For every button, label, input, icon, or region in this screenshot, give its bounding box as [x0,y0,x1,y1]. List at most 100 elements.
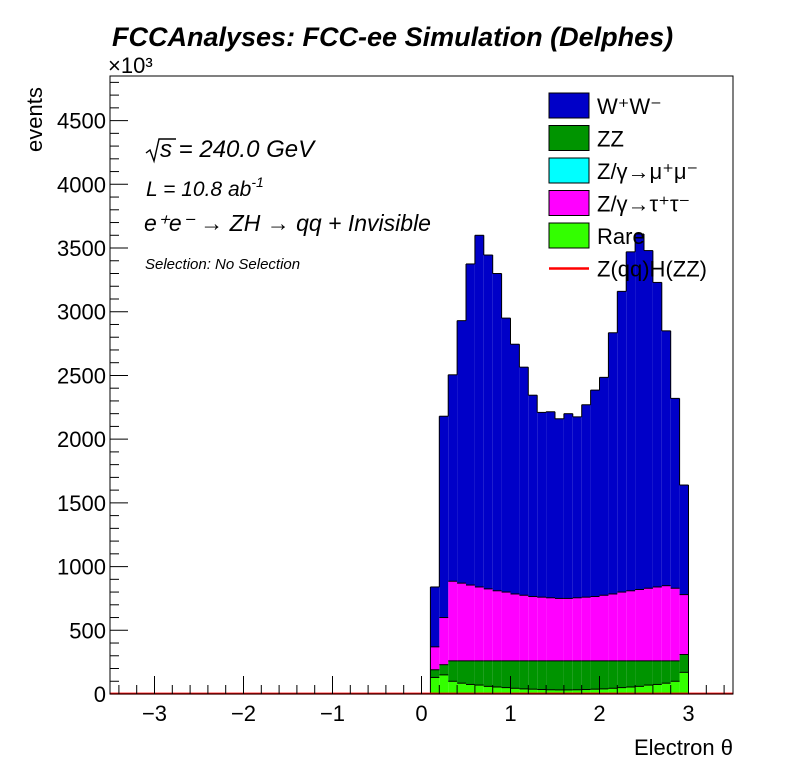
bar [439,617,449,665]
bar [635,660,644,687]
bar [644,685,653,694]
bar [528,660,538,690]
bar [510,688,520,694]
bar [617,687,627,694]
bar [555,598,564,661]
bar [492,273,502,591]
bar [670,398,680,589]
bar [466,660,475,685]
bar [670,588,680,661]
bar [608,688,618,694]
bar [528,596,538,661]
bar [474,586,484,661]
bar [572,660,582,690]
y-tick-label: 1500 [57,491,106,516]
bar [652,586,662,661]
bar [501,660,511,688]
legend-entry: Z/γ→τ⁺τ⁻ [548,190,690,217]
legend-swatch [548,222,590,249]
bar [563,660,573,690]
bar [457,683,466,694]
bar [537,597,547,661]
bar [457,320,466,584]
legend-entry: Rare [548,222,645,249]
bar [439,416,449,618]
series-rare [430,672,689,694]
bar [590,689,600,694]
process-annotation: e⁺e⁻ → ZH → qq + Invisible [144,210,431,236]
bar [652,282,662,587]
selection-annotation: Selection: No Selection [145,256,300,273]
y-tick-label: 0 [94,682,106,707]
legend: W⁺W⁻ ZZ Z/γ→μ⁺μ⁻ Z/γ→τ⁺τ⁻ Rare Z(qq)H(ZZ) [548,92,707,282]
bar [661,660,671,684]
lumi-annotation: L = 10.8 ab-1 [146,174,264,201]
bar-sides [429,234,689,694]
legend-entry: Z(qq)H(ZZ) [549,257,707,282]
bar [430,677,440,694]
series-z- [430,581,689,670]
bar [617,291,627,593]
bar [599,377,609,596]
bar [652,660,662,685]
y-tick-label: 1000 [57,555,106,580]
bar [679,654,689,673]
bar [519,688,529,694]
bar [430,646,440,670]
legend-label: Rare [597,224,645,249]
x-tick-label: 3 [682,701,694,726]
bar [448,660,458,682]
legend-label: Z/γ→τ⁺τ⁻ [597,192,690,217]
stacked-bars [429,233,689,694]
bar [483,660,493,687]
bar [439,664,449,675]
bar [457,583,466,661]
bar [519,367,529,596]
bar [644,588,653,661]
legend-entry: Z/γ→μ⁺μ⁻ [548,157,698,184]
bar [483,255,493,589]
bar [448,681,458,694]
bar [581,660,591,690]
bar [599,595,609,661]
legend-label: W⁺W⁻ [597,94,662,119]
bar-edges [430,233,689,691]
legend-swatch [548,190,590,216]
legend-label: Z/γ→μ⁺μ⁻ [597,159,698,184]
axes: −3 −2 −1 0 1 2 3 0 500 1000 1500 2000 2500 3000 3500 40… [57,81,725,726]
bar [644,250,653,589]
series-zz [430,654,689,690]
bar [590,596,600,661]
bar [501,687,511,694]
bar [555,689,564,694]
bar [626,251,636,591]
bar [670,660,680,682]
bar [652,684,662,694]
bar [537,412,547,598]
bar [599,688,609,694]
legend-swatch [548,157,590,184]
y-multiplier: ×10³ [108,53,153,78]
bar [563,413,573,599]
bar [590,660,600,690]
bar [661,683,671,694]
y-tick-label: 3000 [57,300,106,325]
bar [466,263,475,586]
bar [635,589,644,661]
series-w-w- [430,234,689,647]
bar [572,597,582,661]
bar [510,660,520,689]
bar [608,593,618,661]
y-tick-label: 2500 [57,363,106,388]
bar [448,374,458,582]
bar [626,590,636,661]
bar [626,686,636,694]
sqrt-symbol [145,138,176,164]
legend-entry: W⁺W⁻ [548,92,662,119]
bar [537,689,547,694]
bar [448,581,458,661]
bar [590,390,600,597]
bar [555,418,564,599]
y-tick-label: 2000 [57,427,106,452]
bar [474,235,484,587]
